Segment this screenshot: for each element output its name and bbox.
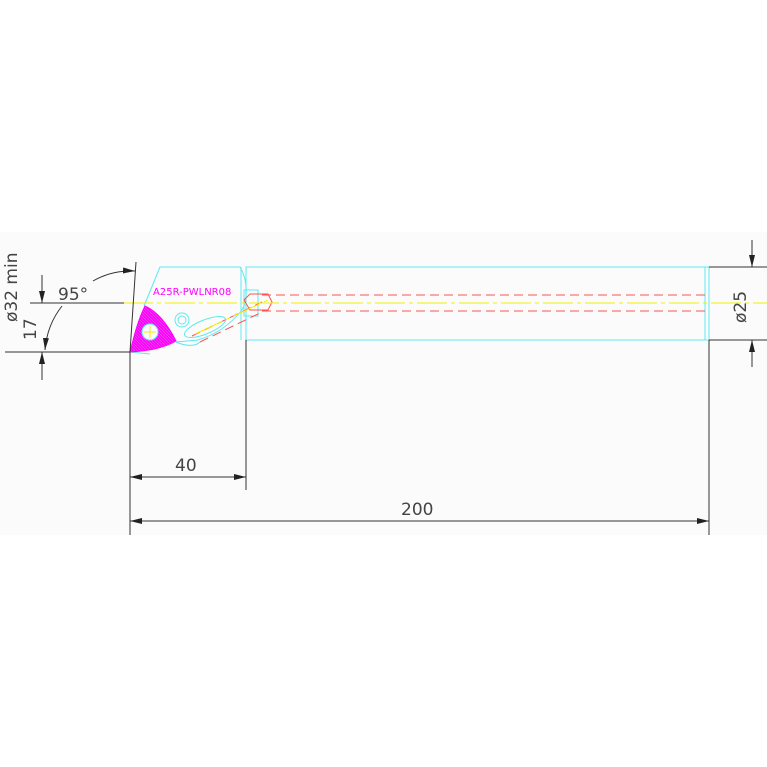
- centerline: [123, 299, 767, 335]
- drawing-area: [0, 232, 767, 535]
- overall-length-dimension: 200: [401, 500, 433, 520]
- head-length-dimension: 40: [175, 456, 197, 476]
- hidden-lines: [191, 293, 709, 343]
- part-label: A25R-PWLNR08: [153, 287, 231, 298]
- dimension-lines: [5, 240, 767, 535]
- min-bore-dimension: ø32 min: [2, 253, 22, 323]
- offset-dimension: 17: [21, 318, 41, 340]
- angle-dimension: 95°: [58, 285, 88, 305]
- insert: [129, 305, 177, 353]
- shank-diameter-dimension: ø25: [731, 291, 751, 323]
